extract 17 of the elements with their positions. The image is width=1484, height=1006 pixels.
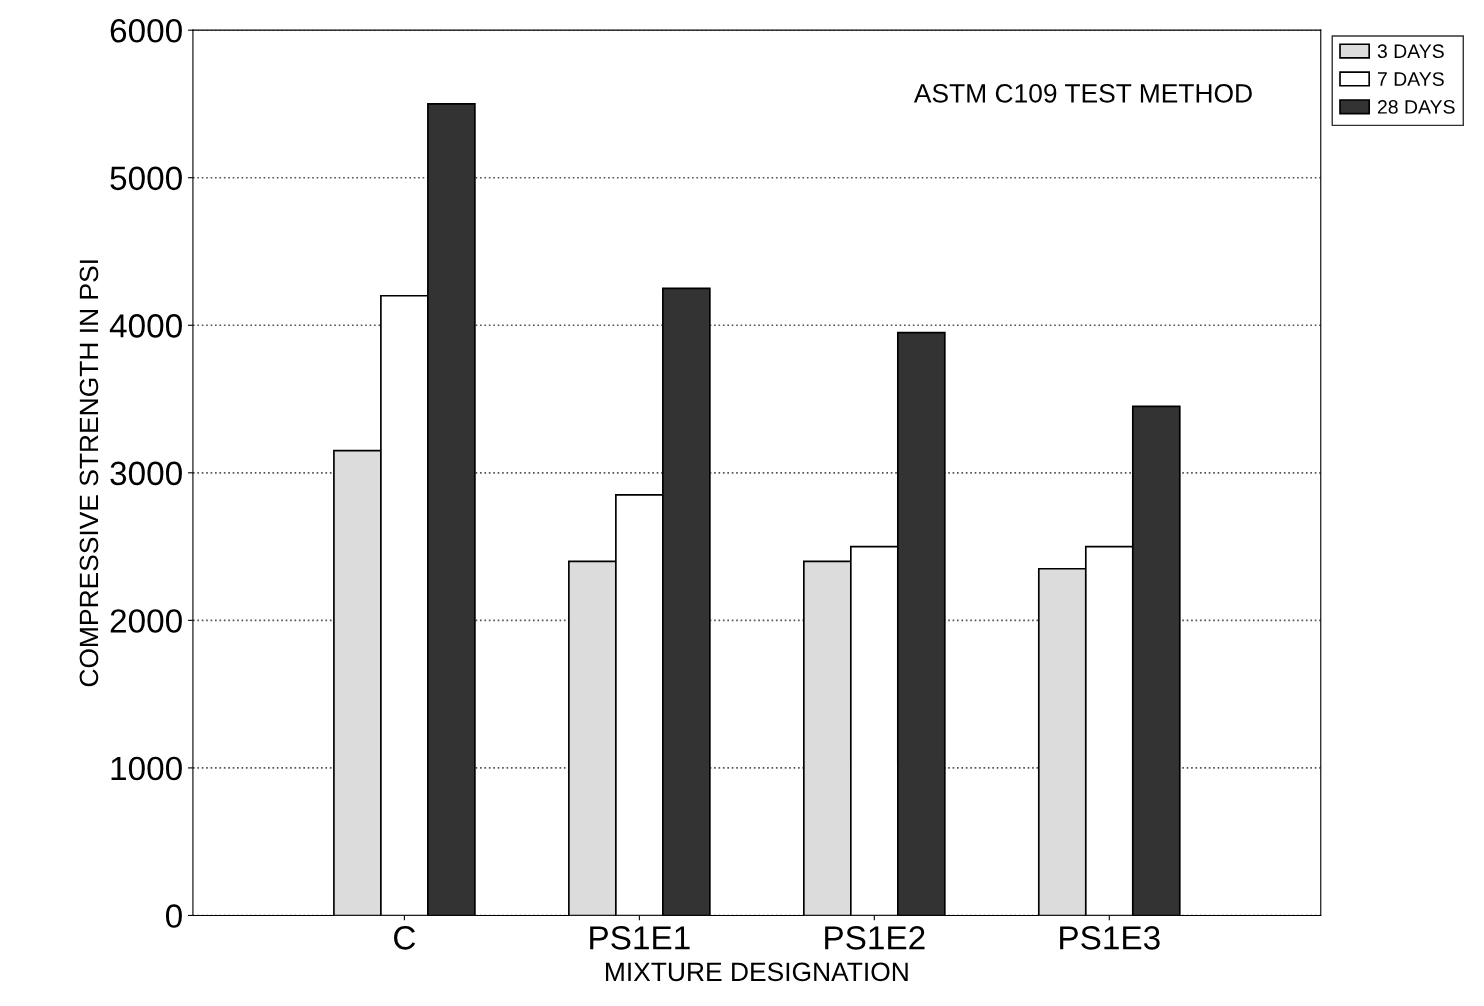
- y-axis-title: COMPRESSIVE STRENGTH IN PSI: [79, 260, 99, 687]
- x-axis-title: MIXTURE DESIGNATION: [606, 962, 908, 982]
- x-tick-label: C: [394, 926, 416, 950]
- y-tick-label: 0: [165, 904, 182, 928]
- annotation: ASTM C109 TEST METHOD: [913, 83, 1252, 103]
- y-tick-label: 1000: [111, 756, 182, 781]
- legend-label: 3 DAYS: [1377, 44, 1444, 59]
- legend-label: 28 DAYS: [1377, 100, 1455, 114]
- y-tick-label: 6000: [110, 18, 182, 43]
- x-tick-label: PS1E1: [590, 926, 690, 950]
- y-tick-label: 2000: [110, 609, 182, 633]
- y-tick-label: 5000: [110, 166, 182, 191]
- x-tick-label: PS1E2: [825, 926, 925, 950]
- y-tick-label: 3000: [110, 461, 182, 486]
- y-tick-label: 4000: [109, 314, 182, 338]
- x-tick-label: PS1E3: [1060, 926, 1160, 950]
- legend-label: 7 DAYS: [1377, 72, 1444, 86]
